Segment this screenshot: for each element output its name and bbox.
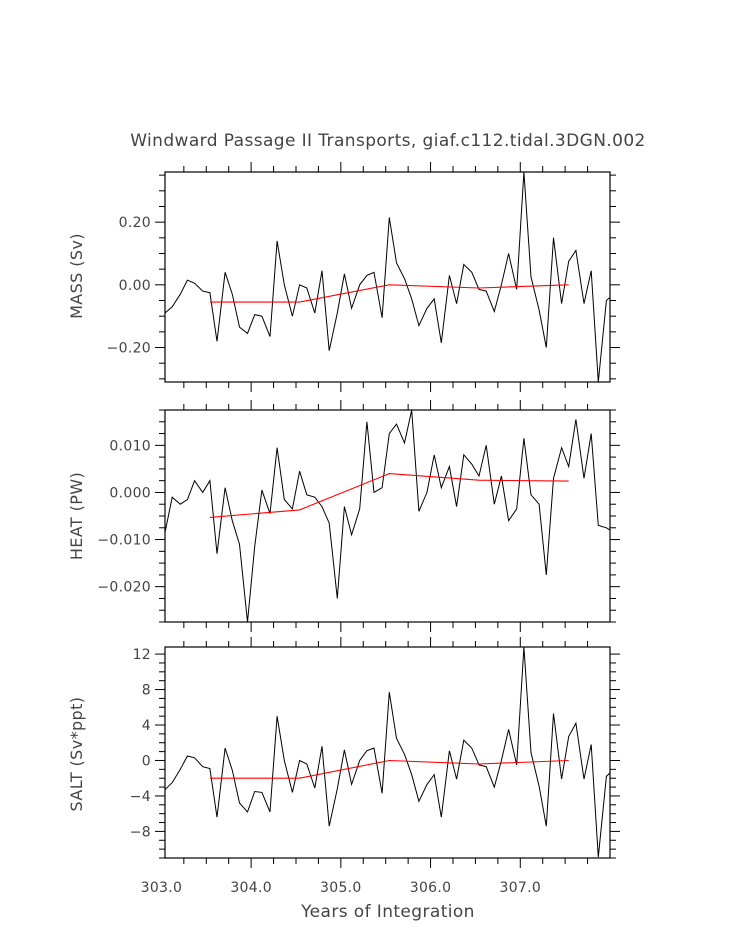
heat-y-tick-label: 0.000 [109,485,151,501]
salt-smoothed-series-line [209,759,569,779]
salt-y-tick-label: −4 [130,789,151,805]
salt-panel: SALT (Sv*ppt) 12 8 4 0 −4 −8 [67,637,620,868]
x-tick-label: 303.0 [141,880,183,896]
heat-y-tick-label: −0.020 [97,580,151,596]
mass-smoothed-series-line [209,284,569,303]
x-tick-label: 307.0 [499,880,541,896]
salt-ylabel: SALT (Sv*ppt) [67,697,86,812]
heat-y-tick-label: −0.010 [97,533,151,549]
mass-y-tick-label: 0.00 [119,278,151,294]
x-axis-label: Years of Integration [300,902,475,922]
salt-y-tick-label: 8 [142,683,151,699]
chart-title: Windward Passage II Transports, giaf.c11… [130,131,646,151]
x-axis: 303.0 304.0 305.0 306.0 307.0 [141,880,541,896]
heat-raw-series-line [164,409,611,623]
heat-panel: HEAT (PW) 0.010 0.000 −0.010 −0.020 [67,400,620,632]
mass-panel: MASS (Sv) 0.20 0.00 −0.20 [67,162,620,392]
mass-plot-frame [164,171,611,383]
salt-raw-series-line [164,646,611,858]
heat-y-tick-label: 0.010 [109,438,151,454]
x-tick-label: 304.0 [230,880,272,896]
mass-y-tick-label: 0.20 [119,215,151,231]
salt-y-tick-label: 0 [142,753,151,769]
x-tick-label: 305.0 [320,880,362,896]
salt-y-tick-label: 12 [133,647,151,663]
salt-y-tick-label: 4 [142,718,151,734]
salt-y-tick-label: −8 [130,824,151,840]
heat-smoothed-series-line [209,473,569,518]
x-tick-label: 306.0 [410,880,452,896]
salt-plot-frame [164,646,611,859]
heat-ylabel: HEAT (PW) [67,472,86,560]
mass-raw-series-line [164,171,611,383]
mass-ylabel: MASS (Sv) [67,233,86,319]
mass-y-tick-label: −0.20 [107,341,151,357]
